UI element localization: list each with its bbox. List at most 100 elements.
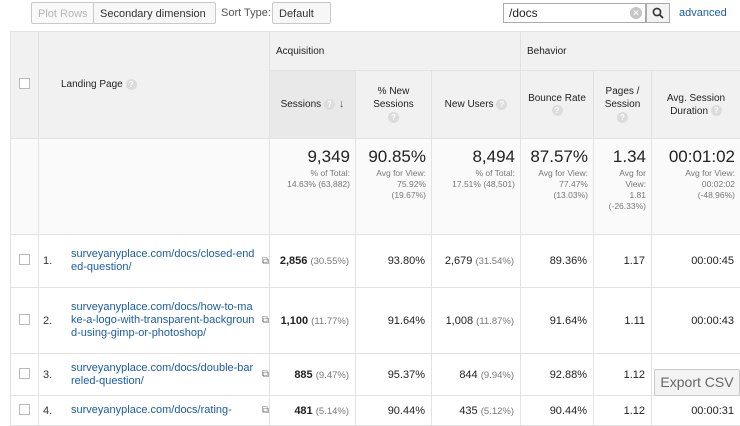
table-row: 4.surveyanyplace.com/docs/rating-⧉481 (5… [11,396,740,426]
new-users-cell: 844 (9.94%) [432,354,521,396]
new-sessions-cell: 93.80% [356,235,432,288]
bounce-rate-cell: 92.88% [521,354,594,396]
sort-type-dropdown[interactable]: Default [272,2,331,24]
pages-session-cell: 1.12 [594,396,652,426]
new-users-pct: (5.12%) [481,406,514,417]
totals-sub-line: View: [625,179,646,189]
row-checkbox[interactable] [19,254,30,265]
totals-sub-line: 1.81 [629,190,646,200]
totals-new-sessions: 90.85% Avg for View:75.92%(19.67%) [356,139,432,235]
new-users-header[interactable]: New Users ? [432,71,521,139]
new-users-cell: 1,008 (11.87%) [432,288,521,354]
plot-rows-button[interactable]: Plot Rows [31,2,95,24]
totals-sub-line: % of Total: [310,168,350,178]
search-value: /docs [509,6,538,20]
select-all-checkbox[interactable] [19,78,30,89]
sort-type-label: Sort Type: [221,7,271,19]
help-icon[interactable]: ? [324,99,335,110]
row-select-cell [11,288,39,354]
landing-page-link[interactable]: surveyanyplace.com/docs/double-barreled-… [67,362,260,388]
totals-new-sessions-value: 90.85% [359,147,426,166]
totals-sub-line: 00:02:02 [702,179,735,189]
avg-session-cell: 00:00:43 [652,288,740,354]
data-table: Landing Page ? Acquisition Behavior Sess… [10,31,740,426]
search-button[interactable] [646,3,670,23]
new-users-pct: (31.54%) [475,256,514,267]
row-checkbox[interactable] [19,314,30,325]
sort-type-value: Default [279,8,314,20]
help-icon[interactable]: ? [711,105,722,116]
advanced-link[interactable]: advanced [679,7,727,19]
totals-sessions: 9,349 % of Total:14.63% (63,882) [270,139,356,235]
table-body: 1.surveyanyplace.com/docs/closed-ended-q… [11,235,740,426]
new-users-pct: (11.87%) [476,316,514,327]
export-csv-button[interactable]: Export CSV [654,369,740,396]
bounce-rate-header-label: Bounce Rate [528,93,586,104]
external-link-icon[interactable]: ⧉ [262,315,269,326]
search-icon [652,7,664,19]
external-link-icon[interactable]: ⧉ [262,369,269,380]
new-sessions-cell: 95.37% [356,354,432,396]
search-input[interactable]: /docs ✕ [503,3,646,23]
avg-session-cell: 00:00:31 [652,396,740,426]
row-number: 3. [39,369,67,381]
pages-session-cell: 1.12 [594,354,652,396]
totals-avg-session-sub: Avg for View:00:02:02(-48.96%) [655,168,735,201]
totals-sub-line: (-26.33%) [609,201,646,211]
sort-desc-icon: ↓ [339,98,345,110]
row-checkbox[interactable] [19,404,30,415]
table-row: 2.surveyanyplace.com/docs/how-to-make-a-… [11,288,740,354]
sessions-value: 481 [294,405,312,417]
sessions-pct: (9.47%) [316,370,349,381]
table-row: 1.surveyanyplace.com/docs/closed-ended-q… [11,235,740,288]
new-users-value: 435 [459,405,477,417]
bounce-rate-header[interactable]: Bounce Rate? [521,71,594,139]
secondary-dimension-label: Secondary dimension [100,8,206,20]
totals-new-users: 8,494% of Total:17.51% (48,501) [432,139,521,235]
totals-bounce-rate: 87.57%Avg for View:77.47%(13.03%) [521,139,594,235]
sessions-header-label: Sessions [281,99,322,110]
landing-page-link[interactable]: surveyanyplace.com/docs/how-to-make-a-lo… [67,301,260,340]
clear-icon[interactable]: ✕ [630,7,642,19]
avg-session-header[interactable]: Avg. Session Duration ? [652,71,740,139]
landing-page-link[interactable]: surveyanyplace.com/docs/rating- [67,404,260,417]
select-all-cell [11,32,39,139]
help-icon[interactable]: ? [126,79,137,90]
new-users-cell: 435 (5.12%) [432,396,521,426]
totals-empty-cell [11,139,39,235]
new-sessions-header-label: % New Sessions [373,86,414,110]
help-icon[interactable]: ? [552,105,563,116]
row-checkbox[interactable] [19,368,30,379]
help-icon[interactable]: ? [496,99,507,110]
pages-session-cell: 1.11 [594,288,652,354]
totals-sub-line: (-48.96%) [698,190,735,200]
landing-page-cell: 3.surveyanyplace.com/docs/double-barrele… [39,354,270,396]
avg-session-cell: 00:00:45 [652,235,740,288]
row-number: 2. [39,315,67,327]
landing-page-link[interactable]: surveyanyplace.com/docs/closed-ended-que… [67,248,260,274]
landing-page-header-label: Landing Page [61,80,123,91]
external-link-icon[interactable]: ⧉ [262,256,269,267]
landing-page-wrap: 2.surveyanyplace.com/docs/how-to-make-a-… [39,301,269,340]
external-link-icon[interactable]: ⧉ [262,405,269,416]
totals-new-sessions-sub: Avg for View:75.92%(19.67%) [359,168,426,201]
new-sessions-header[interactable]: % New Sessions? [356,71,432,139]
new-sessions-cell: 90.44% [356,396,432,426]
totals-pages-session-value: 1.34 [597,147,646,166]
sessions-cell: 885 (9.47%) [270,354,356,396]
secondary-dimension-dropdown[interactable]: Secondary dimension [93,2,216,24]
totals-sub-line: Avg for View: [685,168,735,178]
new-users-cell: 2,679 (31.54%) [432,235,521,288]
row-number: 1. [39,255,67,267]
totals-sub-line: Avg for View: [538,168,588,178]
totals-new-users-value: 8,494 [435,147,515,166]
help-icon[interactable]: ? [617,112,628,123]
totals-sub-line: 14.63% (63,882) [287,179,350,189]
help-icon[interactable]: ? [388,112,399,123]
sessions-cell: 2,856 (30.55%) [270,235,356,288]
totals-sessions-value: 9,349 [273,147,350,166]
new-users-value: 1,008 [446,315,474,327]
landing-page-header[interactable]: Landing Page ? [39,32,270,139]
sessions-header[interactable]: Sessions ? ↓ [270,71,356,139]
pages-session-header[interactable]: Pages / Session? [594,71,652,139]
